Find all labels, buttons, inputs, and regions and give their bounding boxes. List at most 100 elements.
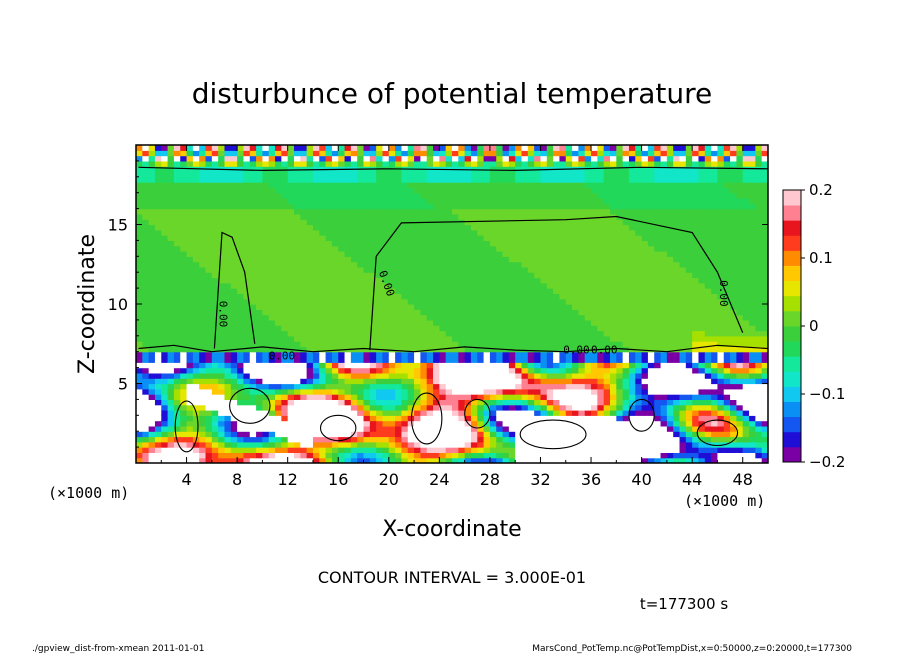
heatmap-cell [414,229,421,236]
heatmap-cell [161,410,169,416]
heatmap-cell [439,192,447,199]
heatmap-cell [205,388,213,395]
heatmap-cell [148,288,156,294]
heatmap-cell [142,277,150,284]
heatmap-cell [363,425,371,432]
heatmap-cell [338,436,346,443]
heatmap-cell [654,208,662,215]
heatmap-cell [338,266,346,273]
heatmap-cell [344,150,352,157]
heatmap-cell [230,261,238,268]
heatmap-cell [483,330,491,337]
heatmap-cell [331,288,339,294]
heatmap-cell [546,304,554,310]
heatmap-cell [211,314,219,321]
heatmap-cell [616,325,624,332]
heatmap-cell [597,150,605,157]
heatmap-cell [161,319,169,326]
heatmap-cell [635,229,643,236]
heatmap-cell [654,282,662,289]
heatmap-cell [224,171,232,178]
heatmap-cell [382,187,390,194]
heatmap-cell [635,213,643,220]
heatmap-cell [211,441,219,448]
heatmap-cell [262,192,270,199]
heatmap-cell [433,155,440,162]
heatmap-cell [546,219,554,226]
heatmap-cell [382,404,390,411]
heatmap-cell [281,266,289,273]
heatmap-cell [622,272,630,279]
heatmap-cell [173,160,181,167]
heatmap-cell [199,351,207,358]
heatmap-cell [287,166,295,173]
heatmap-cell [388,388,396,395]
heatmap-cell [489,457,497,463]
heatmap-cell [546,457,554,463]
heatmap-cell [319,256,327,263]
heatmap-cell [572,341,579,347]
heatmap-cell [553,420,561,427]
heatmap-cell [218,277,226,284]
heatmap-cell [489,171,497,178]
heatmap-cell [275,304,282,310]
heatmap-cell [211,341,219,347]
heatmap-cell [205,362,213,369]
heatmap-cell [578,319,586,326]
heatmap-cell [275,166,282,173]
heatmap-cell [628,288,636,294]
heatmap-cell [521,293,529,300]
heatmap-cell [243,240,251,247]
heatmap-cell [496,213,504,220]
heatmap-cell [249,346,257,353]
heatmap-cell [167,378,175,385]
heatmap-cell [610,314,617,321]
heatmap-cell [331,261,339,268]
heatmap-cell [243,362,251,369]
heatmap-cell [616,457,624,463]
heatmap-cell [205,229,213,236]
heatmap-cell [477,166,485,173]
heatmap-cell [205,288,213,294]
heatmap-cell [300,367,308,374]
heatmap-cell [268,171,276,178]
heatmap-cell [426,420,434,427]
heatmap-cell [452,198,459,204]
heatmap-cell [268,282,276,289]
heatmap-cell [641,240,649,247]
heatmap-cell [369,367,377,374]
heatmap-cell [344,213,352,220]
heatmap-cell [363,441,371,448]
heatmap-cell [439,298,447,305]
heatmap-cell [540,288,548,294]
heatmap-cell [376,192,384,199]
heatmap-cell [521,171,529,178]
heatmap-cell [249,187,257,194]
heatmap-cell [628,208,636,215]
heatmap-cell [249,319,257,326]
heatmap-cell [654,367,662,374]
heatmap-cell [401,399,409,406]
heatmap-cell [565,171,573,178]
heatmap-cell [319,145,327,151]
heatmap-cell [136,330,143,337]
heatmap-cell [369,436,377,443]
heatmap-cell [553,351,561,358]
heatmap-cell [306,415,314,422]
heatmap-cell [300,341,308,347]
heatmap-cell [496,404,504,411]
heatmap-cell [489,261,497,268]
heatmap-cell [508,357,516,363]
heatmap-cell [540,452,548,459]
heatmap-cell [237,452,245,459]
heatmap-cell [331,309,339,316]
heatmap-cell [439,362,447,369]
heatmap-cell [572,219,579,226]
heatmap-cell [439,266,447,273]
heatmap-cell [205,171,213,178]
heatmap-cell [388,235,396,241]
heatmap-cell [647,394,655,400]
heatmap-cell [294,288,301,294]
heatmap-cell [319,357,327,363]
heatmap-cell [395,362,403,369]
